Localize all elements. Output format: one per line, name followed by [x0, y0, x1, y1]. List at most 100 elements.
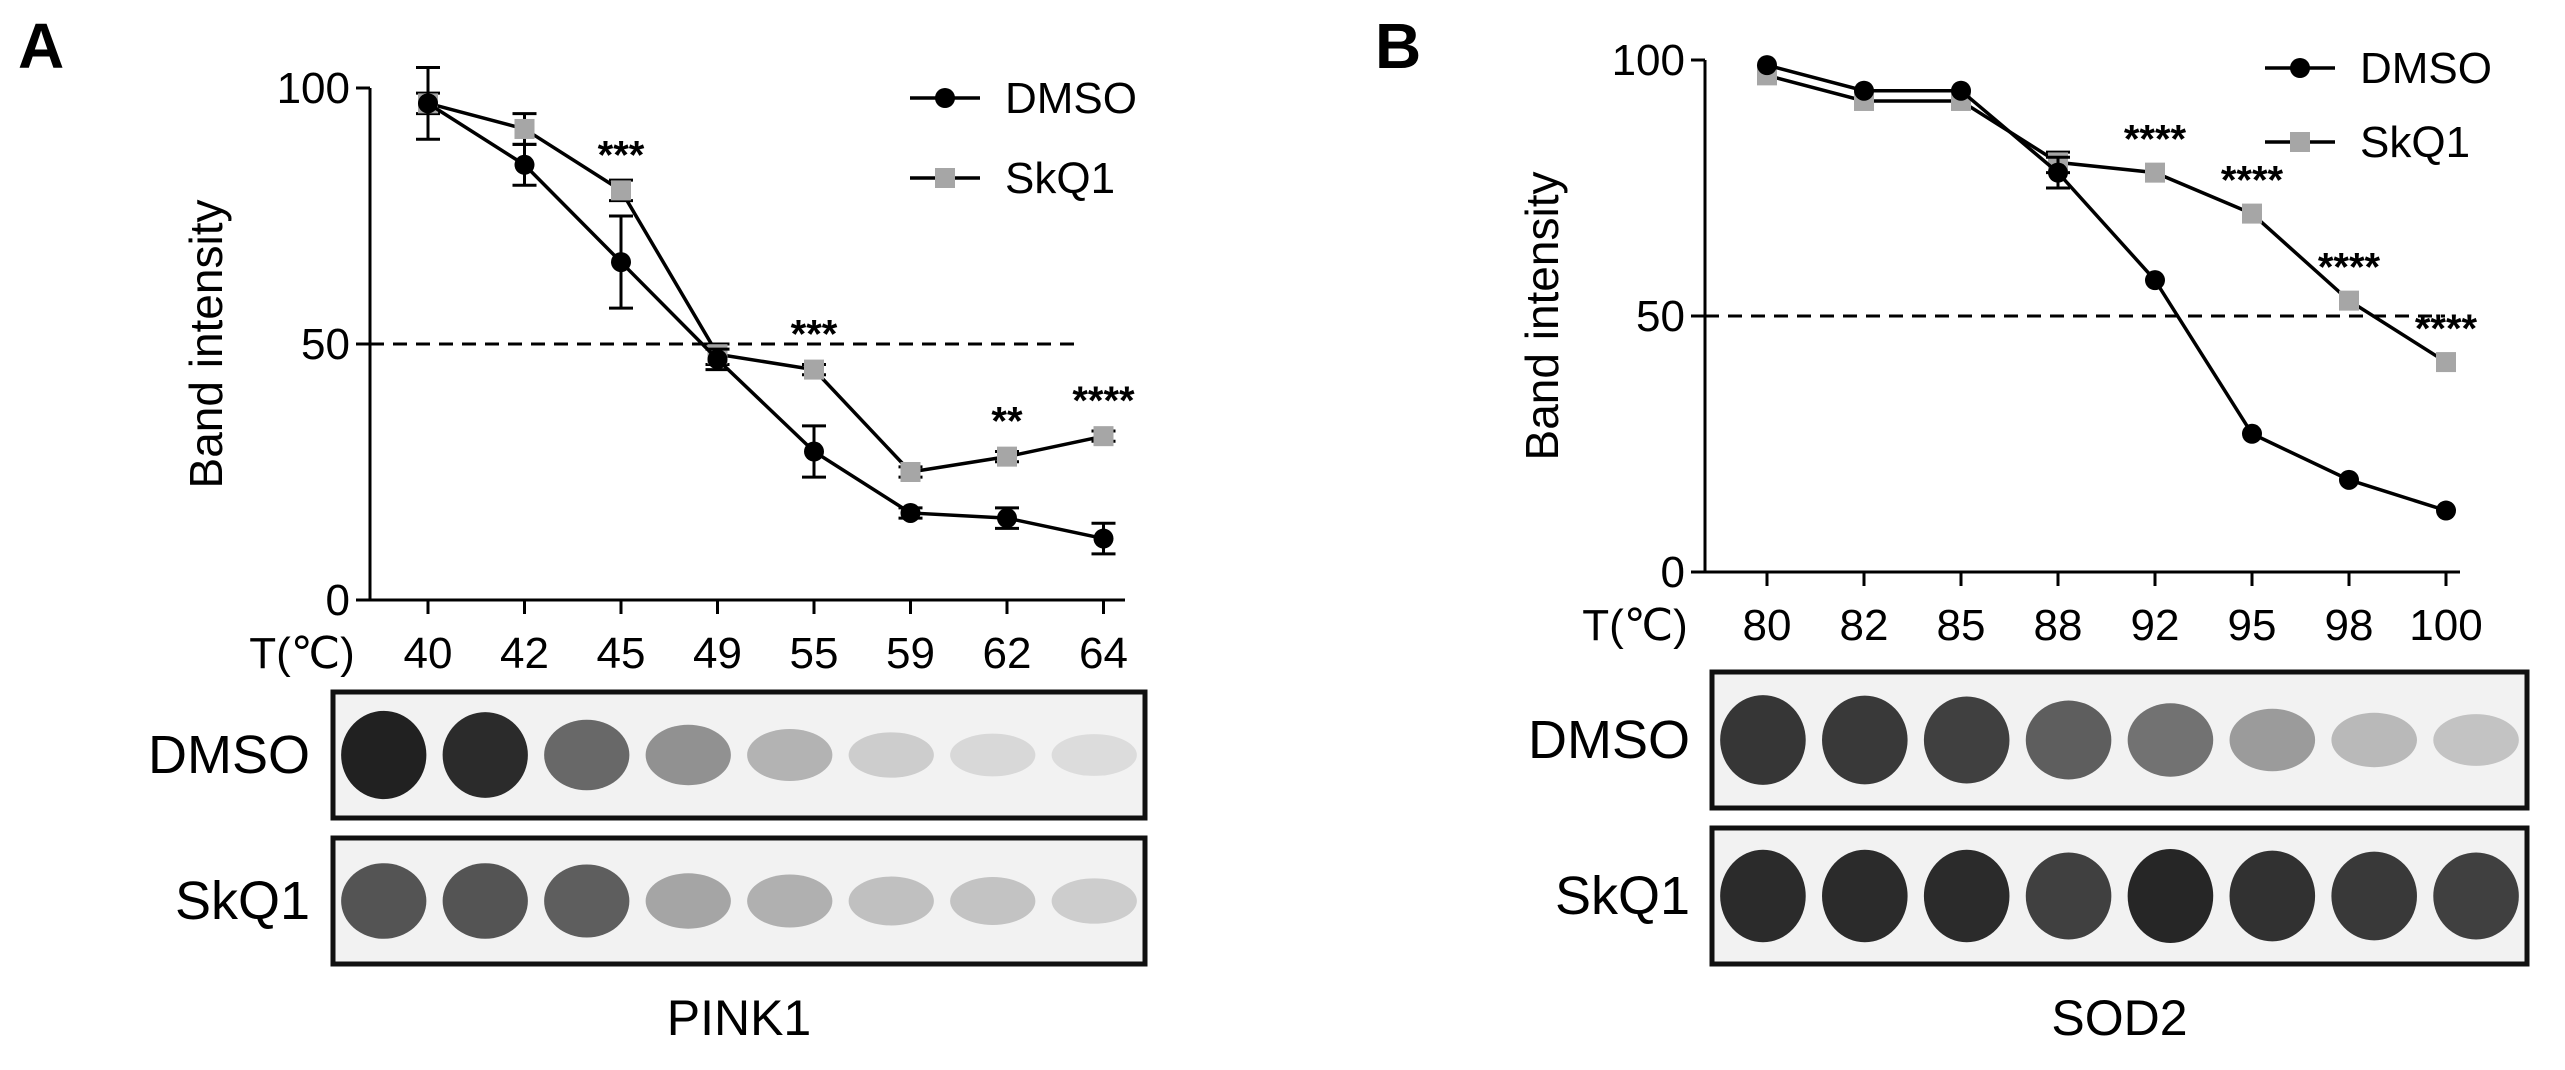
x-axis-prefix: T(℃)	[249, 629, 355, 678]
data-point-dmso	[997, 508, 1017, 529]
significance-label: ****	[2221, 159, 2284, 203]
data-point-dmso	[1854, 80, 1874, 101]
blot-band	[1822, 695, 1908, 785]
data-point-dmso	[2242, 423, 2262, 444]
blot-band	[1720, 695, 1806, 785]
legend-marker-dmso	[935, 88, 955, 108]
blot-band	[1923, 849, 2010, 943]
significance-label: ***	[598, 133, 645, 177]
panel-b: B 0 50 100 Band intensity T(℃) 80 82 85 88 92 95 98 1…	[1375, 10, 2530, 1046]
x-tick-label: 49	[693, 629, 742, 678]
x-tick-label: 42	[500, 629, 549, 678]
y-tick-label: 0	[326, 576, 350, 625]
data-point-dmso	[2145, 270, 2165, 291]
blot-band	[1822, 849, 1908, 943]
x-tick-label: 80	[1743, 601, 1792, 650]
blot-band	[544, 864, 630, 938]
blot-band	[2025, 852, 2112, 940]
blot-band	[2331, 712, 2417, 768]
blot-band	[1051, 734, 1137, 776]
blot-row-label: SkQ1	[175, 871, 310, 931]
data-point-skq1	[997, 446, 1017, 467]
series-line-skq1	[1766, 73, 2447, 364]
blot-band	[341, 710, 427, 800]
x-tick-label: 95	[2228, 601, 2277, 650]
y-tick-label: 100	[277, 64, 350, 113]
blot-band	[950, 733, 1036, 777]
blot-band	[442, 863, 528, 939]
data-point-dmso	[1951, 80, 1971, 101]
y-tick-label: 100	[1612, 36, 1685, 85]
x-tick-label: 45	[597, 629, 646, 678]
blot-protein-label: SOD2	[2051, 990, 2187, 1046]
blot-band	[848, 732, 934, 778]
x-tick-label: 40	[404, 629, 453, 678]
x-axis-prefix: T(℃)	[1582, 601, 1688, 650]
legend-label: SkQ1	[1005, 154, 1115, 203]
blot-band	[2433, 852, 2519, 940]
significance-label: ***	[791, 313, 838, 357]
significance-label: ****	[1072, 379, 1135, 423]
data-point-dmso	[1757, 55, 1777, 76]
data-point-skq1	[2436, 352, 2456, 373]
y-tick-label: 0	[1661, 548, 1685, 597]
data-point-skq1	[900, 462, 921, 482]
data-point-skq1	[1093, 426, 1114, 447]
legend-label: DMSO	[2360, 44, 2492, 93]
x-tick-label: 55	[790, 629, 839, 678]
significance-label: **	[991, 400, 1023, 444]
panel-letter: B	[1375, 10, 1421, 82]
blot-band	[747, 729, 833, 781]
panel-letter: A	[18, 10, 64, 82]
data-point-skq1	[514, 118, 535, 139]
x-tick-label: 100	[2409, 601, 2482, 650]
legend-marker-skq1	[935, 168, 955, 188]
series-line-skq1	[427, 101, 1104, 474]
blot-band	[1051, 878, 1137, 924]
blot-band	[2127, 703, 2214, 777]
blot-band	[645, 873, 731, 929]
data-point-dmso	[611, 252, 631, 273]
blot-band	[1720, 849, 1806, 943]
blot-row-label: DMSO	[148, 725, 310, 785]
blot-band	[1923, 696, 2010, 784]
legend-label: SkQ1	[2360, 118, 2470, 167]
data-point-dmso	[1093, 528, 1114, 549]
data-point-dmso	[2048, 162, 2068, 183]
y-axis-title: Band intensity	[1516, 172, 1568, 461]
data-point-skq1	[2145, 162, 2165, 183]
data-point-skq1	[804, 359, 824, 380]
blot-band	[341, 863, 427, 939]
blot-band	[544, 719, 630, 791]
x-tick-label: 92	[2131, 601, 2180, 650]
data-point-dmso	[418, 93, 438, 114]
blot-band	[2229, 850, 2316, 942]
x-tick-label: 85	[1937, 601, 1986, 650]
blot-band	[2025, 700, 2112, 780]
y-tick-label: 50	[301, 320, 350, 369]
data-point-skq1	[2339, 290, 2359, 311]
data-point-skq1	[611, 180, 631, 201]
data-point-dmso	[2339, 469, 2359, 490]
y-tick-label: 50	[1636, 292, 1685, 341]
data-point-dmso	[2436, 500, 2456, 521]
blot-band	[2331, 851, 2417, 941]
blot-band	[950, 877, 1036, 925]
significance-label: ****	[2124, 118, 2187, 162]
blot-band	[2433, 714, 2519, 766]
data-point-dmso	[900, 502, 921, 523]
panel-a: A 0 50 100 Band intensity T(℃) 40 42 45 49 55 59 62 6…	[18, 10, 1148, 1046]
data-point-skq1	[2242, 203, 2262, 224]
blot-band	[2229, 708, 2316, 772]
x-tick-label: 59	[886, 629, 935, 678]
y-axis-title: Band intensity	[180, 200, 232, 489]
data-point-dmso	[514, 154, 535, 175]
legend-label: DMSO	[1005, 74, 1137, 123]
blot-band	[442, 712, 528, 798]
data-point-dmso	[707, 349, 728, 370]
blot-band	[747, 874, 833, 928]
x-tick-label: 98	[2325, 601, 2374, 650]
significance-label: ****	[2318, 246, 2381, 290]
blot-row-label: SkQ1	[1555, 866, 1690, 926]
